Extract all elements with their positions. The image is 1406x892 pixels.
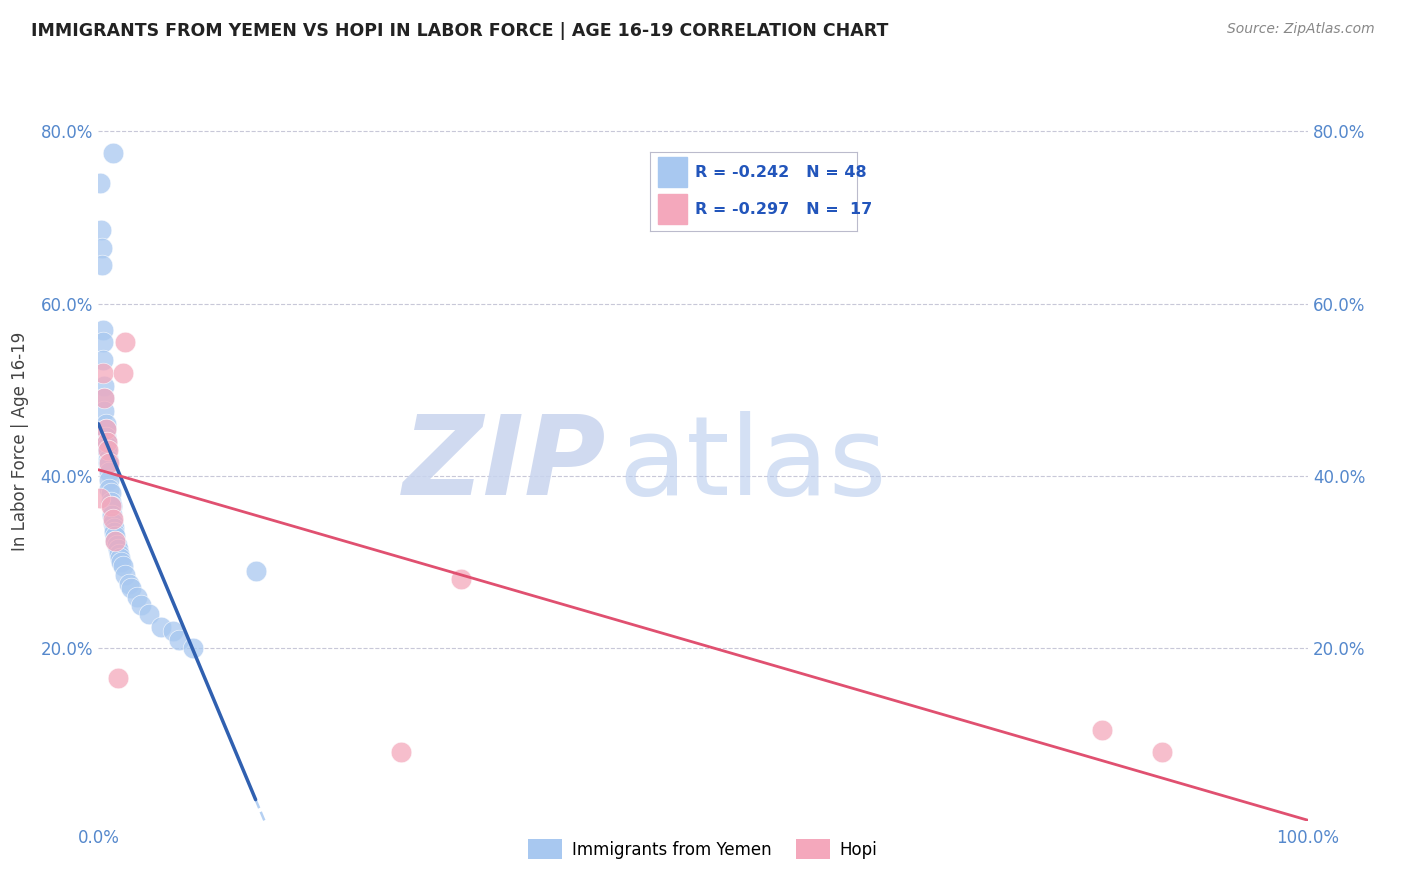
Point <box>104 533 127 548</box>
Y-axis label: In Labor Force | Age 16-19: In Labor Force | Age 16-19 <box>11 332 30 551</box>
Point <box>96 439 118 453</box>
Point <box>94 422 117 436</box>
Point <box>110 555 132 569</box>
Bar <box>658 194 688 225</box>
Point <box>1152 745 1174 759</box>
Point <box>98 465 121 479</box>
Point <box>103 521 125 535</box>
Point <box>98 456 121 470</box>
Point <box>389 745 412 759</box>
Point <box>107 542 129 557</box>
Point <box>94 417 117 432</box>
Point <box>108 547 131 561</box>
Text: R = -0.242   N = 48: R = -0.242 N = 48 <box>696 165 868 179</box>
Point <box>245 564 267 578</box>
Point <box>138 607 160 621</box>
Point <box>93 392 115 406</box>
Point <box>114 335 136 350</box>
Point <box>100 499 122 513</box>
Text: ZIP: ZIP <box>402 411 606 517</box>
Point <box>150 620 173 634</box>
Point <box>100 495 122 509</box>
Point <box>91 352 114 367</box>
Point <box>1091 723 1114 738</box>
Point <box>98 482 121 496</box>
Point <box>101 145 124 160</box>
Point <box>91 241 114 255</box>
Point <box>101 512 124 526</box>
Point <box>90 223 112 237</box>
Point <box>96 434 118 449</box>
Point <box>96 443 118 458</box>
Point <box>111 366 134 380</box>
Point <box>96 434 118 449</box>
Text: R = -0.297   N =  17: R = -0.297 N = 17 <box>696 202 873 217</box>
Point <box>127 590 149 604</box>
Bar <box>658 157 688 187</box>
Point <box>118 576 141 591</box>
Point <box>93 404 115 418</box>
Point <box>89 176 111 190</box>
Point <box>93 392 115 406</box>
Point <box>93 378 115 392</box>
Text: Source: ZipAtlas.com: Source: ZipAtlas.com <box>1227 22 1375 37</box>
Point <box>98 473 121 487</box>
Point <box>450 573 472 587</box>
Point <box>94 422 117 436</box>
Point <box>100 508 122 522</box>
Point <box>181 641 204 656</box>
Point <box>100 486 122 500</box>
Text: atlas: atlas <box>619 411 887 517</box>
Point <box>114 568 136 582</box>
Point <box>100 499 122 513</box>
Point <box>129 599 152 613</box>
Point <box>108 550 131 565</box>
Point <box>111 559 134 574</box>
Point <box>91 366 114 380</box>
Point <box>101 516 124 531</box>
Point <box>97 451 120 466</box>
Point <box>97 456 120 470</box>
Point <box>91 258 114 272</box>
Point <box>107 672 129 686</box>
Text: IMMIGRANTS FROM YEMEN VS HOPI IN LABOR FORCE | AGE 16-19 CORRELATION CHART: IMMIGRANTS FROM YEMEN VS HOPI IN LABOR F… <box>31 22 889 40</box>
Point <box>120 581 142 595</box>
Point <box>104 529 127 543</box>
Point <box>162 624 184 639</box>
Point <box>91 335 114 350</box>
Legend: Immigrants from Yemen, Hopi: Immigrants from Yemen, Hopi <box>522 833 884 865</box>
Point <box>94 430 117 444</box>
Point <box>97 443 120 458</box>
Point <box>89 491 111 505</box>
Point <box>91 322 114 336</box>
Point <box>104 533 127 548</box>
Point <box>105 538 128 552</box>
Point <box>169 632 191 647</box>
Point <box>103 524 125 539</box>
